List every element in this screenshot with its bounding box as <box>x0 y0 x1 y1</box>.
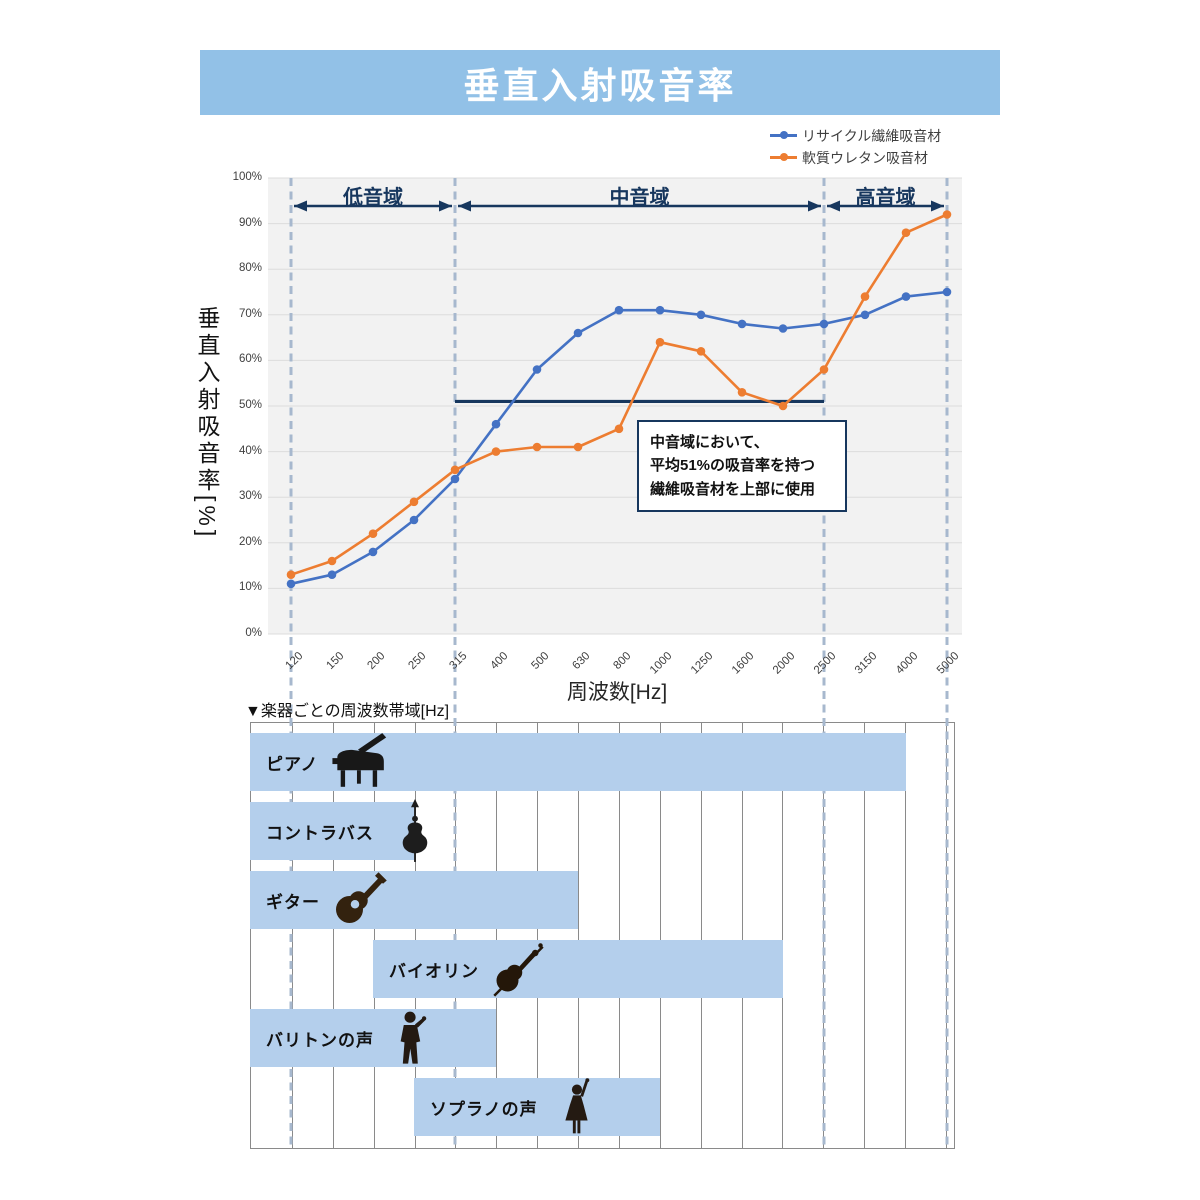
y-tick-label: 70% <box>238 307 262 320</box>
page-title: 垂直入射吸音率 <box>463 64 737 106</box>
panel-gridline <box>618 723 620 1148</box>
instrument-label: コントラバス <box>266 823 374 843</box>
x-tick-label: 1250 <box>688 650 716 677</box>
plot-area <box>268 178 962 634</box>
panel-gridline <box>782 723 784 1148</box>
frequency-region-label: 高音域 <box>855 187 916 209</box>
baritone-singer-icon <box>383 1009 441 1067</box>
instrument-label: ギター <box>266 892 320 912</box>
panel-gridline <box>905 723 907 1148</box>
violin-icon <box>488 939 548 999</box>
y-tick-label: 80% <box>238 262 262 275</box>
panel-gridline <box>659 723 661 1148</box>
x-tick-label: 200 <box>365 650 388 673</box>
panel-gridline <box>741 723 743 1148</box>
instrument-panel-grid <box>250 722 955 1149</box>
x-axis-title: 周波数[Hz] <box>566 681 668 704</box>
x-tick-label: 400 <box>488 650 511 673</box>
panel-gridline <box>332 723 334 1148</box>
legend-label: リサイクル繊維吸音材 <box>802 127 942 144</box>
contrabass-icon <box>383 799 447 863</box>
instrument-label: ソプラノの声 <box>430 1099 538 1119</box>
x-tick-label: 2500 <box>811 650 839 677</box>
instrument-row: バリトンの声 <box>250 1009 955 1067</box>
y-tick-label: 40% <box>238 444 262 457</box>
legend-item-recycled-fiber: リサイクル繊維吸音材 <box>770 126 941 145</box>
instrument-row: ソプラノの声 <box>250 1078 955 1136</box>
panel-gridline <box>496 723 498 1148</box>
legend-item-urethane: 軟質ウレタン吸音材 <box>770 148 941 167</box>
y-tick-label: 0% <box>245 627 262 639</box>
y-tick-label: 90% <box>238 216 262 229</box>
instrument-row: バイオリン <box>250 940 955 998</box>
panel-gridline <box>537 723 539 1148</box>
chart-legend: リサイクル繊維吸音材 軟質ウレタン吸音材 <box>770 126 941 167</box>
instrument-row: ギター <box>250 871 955 929</box>
panel-gridline <box>700 723 702 1148</box>
x-tick-label: 3150 <box>852 650 880 677</box>
panel-gridline <box>864 723 866 1148</box>
instrument-range-bar: コントラバス <box>250 799 428 862</box>
title-bar: 垂直入射吸音率 <box>200 50 1000 115</box>
panel-gridline <box>414 723 416 1148</box>
instrument-range-bar: ギター <box>250 871 578 929</box>
x-tick-label: 315 <box>447 650 470 673</box>
instrument-label: ピアノ <box>266 754 319 774</box>
y-tick-label: 100% <box>232 171 262 183</box>
x-tick-label: 500 <box>529 650 552 673</box>
instrument-panel: ピアノ コントラバス ギター バイオリン バリトンの声 <box>250 722 955 1149</box>
legend-marker-orange-icon <box>770 148 797 167</box>
annotation-box: 中音域において、 平均51%の吸音率を持つ 繊維吸音材を上部に使用 <box>637 420 847 512</box>
y-tick-label: 20% <box>238 535 262 548</box>
legend-label: 軟質ウレタン吸音材 <box>802 149 928 166</box>
frequency-region-label: 中音域 <box>609 187 670 209</box>
instrument-chart-heading: ▼楽器ごとの周波数帯域[Hz] <box>245 703 450 720</box>
y-tick-label: 30% <box>238 490 262 503</box>
instrument-label: バリトンの声 <box>266 1030 374 1050</box>
soprano-singer-icon <box>547 1078 605 1136</box>
instrument-rows: ピアノ コントラバス ギター バイオリン バリトンの声 <box>250 722 955 1149</box>
instrument-range-bar: ソプラノの声 <box>414 1078 660 1136</box>
instrument-range-bar: バイオリン <box>373 940 783 998</box>
x-tick-label: 2000 <box>770 650 798 677</box>
x-tick-label: 1600 <box>729 650 757 677</box>
instrument-range-bar: バリトンの声 <box>250 1009 496 1067</box>
x-tick-label: 150 <box>324 650 347 673</box>
instrument-row: コントラバス <box>250 799 955 862</box>
grand-piano-icon <box>327 731 389 793</box>
frequency-region-label: 低音域 <box>343 187 403 209</box>
instrument-row: ピアノ <box>250 733 955 791</box>
x-tick-label: 120 <box>283 650 306 673</box>
instrument-range-bar: ピアノ <box>250 733 906 791</box>
legend-marker-blue-icon <box>770 126 797 145</box>
panel-gridline <box>373 723 375 1148</box>
annotation-line: 平均51%の吸音率を持つ <box>650 457 816 475</box>
instrument-label: バイオリン <box>389 961 479 981</box>
x-tick-label: 250 <box>406 650 429 673</box>
y-tick-label: 50% <box>238 399 262 411</box>
guitar-icon <box>329 870 389 930</box>
y-tick-label: 60% <box>238 353 262 366</box>
y-tick-label: 10% <box>238 581 262 594</box>
x-tick-label: 4000 <box>893 650 921 677</box>
y-axis-title: 垂直入射吸音率[%] <box>194 306 220 541</box>
x-tick-label: 5000 <box>934 650 962 677</box>
annotation-line: 繊維吸音材を上部に使用 <box>650 480 816 498</box>
annotation-line: 中音域において、 <box>650 434 769 451</box>
panel-gridline <box>578 723 580 1148</box>
